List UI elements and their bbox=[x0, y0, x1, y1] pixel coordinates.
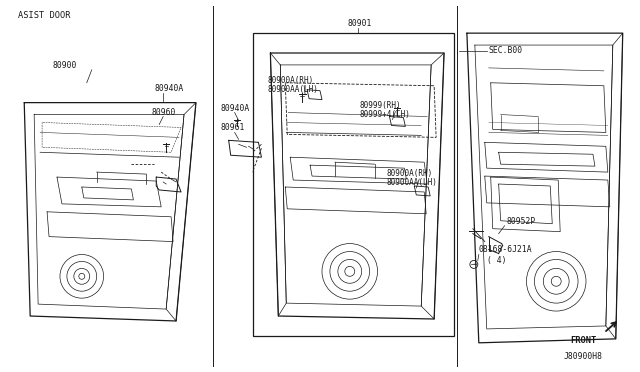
Text: 08168-6J21A: 08168-6J21A bbox=[479, 246, 532, 254]
Text: 80901: 80901 bbox=[348, 19, 372, 28]
Text: 80900A(RH): 80900A(RH) bbox=[268, 76, 314, 85]
Text: 80900A(RH): 80900A(RH) bbox=[387, 169, 433, 178]
Text: ASIST DOOR: ASIST DOOR bbox=[19, 11, 71, 20]
Text: SEC.B00: SEC.B00 bbox=[489, 46, 523, 55]
Text: 80900: 80900 bbox=[52, 61, 76, 70]
Text: 80900AA(LH): 80900AA(LH) bbox=[387, 178, 437, 187]
Text: 80952P: 80952P bbox=[507, 217, 536, 226]
Text: 80940A: 80940A bbox=[221, 103, 250, 113]
Text: FRONT: FRONT bbox=[570, 336, 596, 345]
Text: 80999(RH): 80999(RH) bbox=[360, 100, 401, 110]
Text: 80961: 80961 bbox=[221, 124, 245, 132]
Text: ( 4): ( 4) bbox=[487, 256, 506, 265]
Bar bbox=[253, 33, 454, 336]
Text: 80999+4(LH): 80999+4(LH) bbox=[360, 109, 411, 119]
Text: 80960: 80960 bbox=[151, 108, 175, 116]
Text: 80900AA(LH): 80900AA(LH) bbox=[268, 85, 318, 94]
Text: J80900H8: J80900H8 bbox=[563, 352, 602, 361]
Text: 80940A: 80940A bbox=[154, 84, 184, 93]
